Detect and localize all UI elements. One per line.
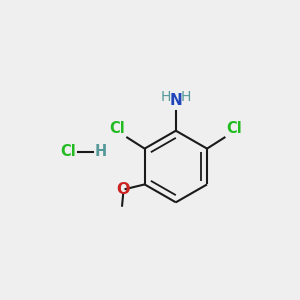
Text: O: O <box>116 182 130 196</box>
Text: Cl: Cl <box>110 121 125 136</box>
Text: Cl: Cl <box>60 144 76 159</box>
Text: H: H <box>94 144 107 159</box>
Text: H: H <box>180 90 191 104</box>
Text: Cl: Cl <box>226 121 242 136</box>
Text: H: H <box>161 90 171 104</box>
Text: N: N <box>169 93 182 108</box>
